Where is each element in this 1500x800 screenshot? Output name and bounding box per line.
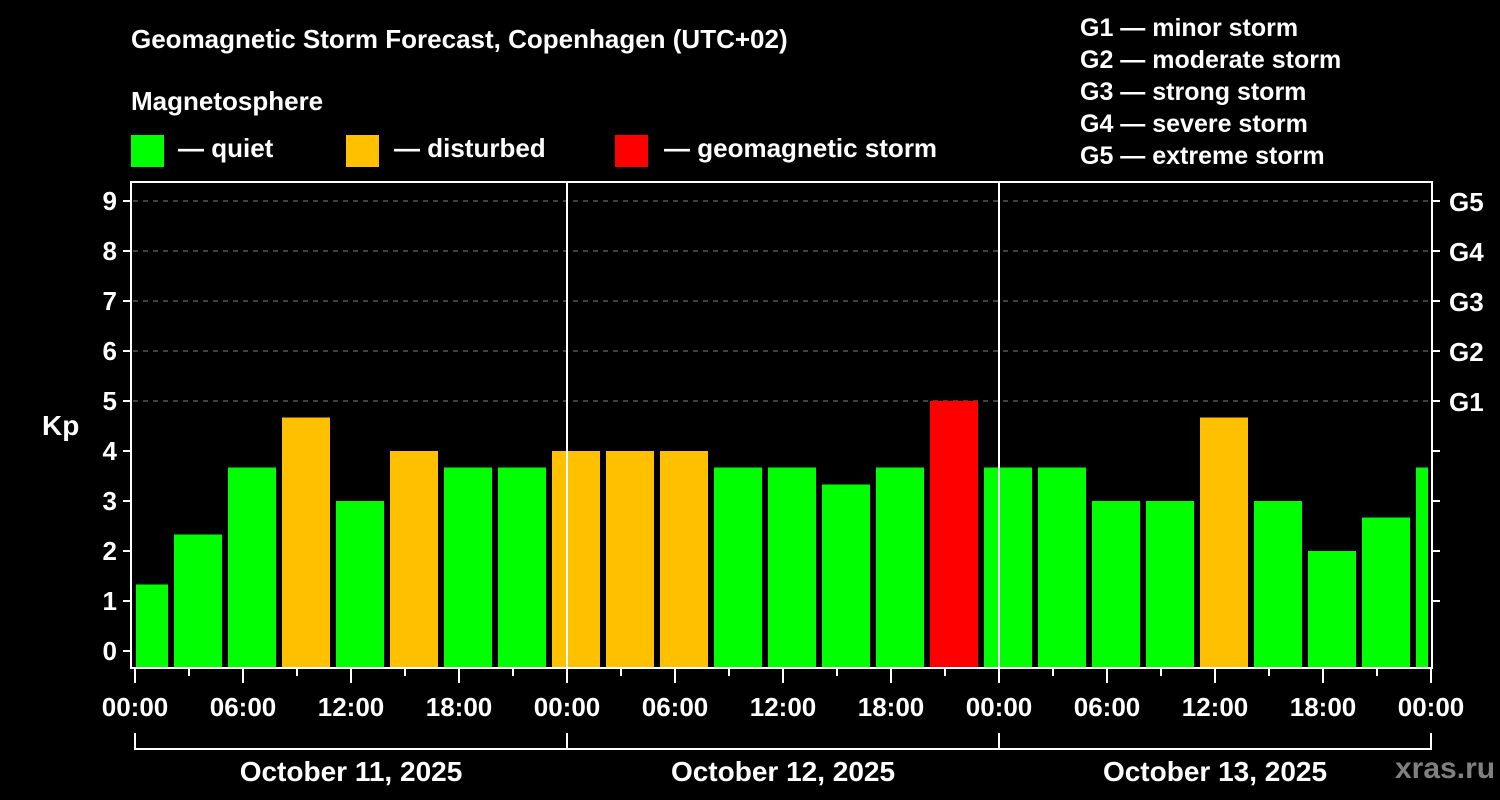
- storm-scale-g1: G1 — minor storm: [1080, 14, 1299, 42]
- x-tick-label: 00:00: [534, 692, 601, 722]
- x-tick-label: 12:00: [750, 692, 817, 722]
- bar-quiet: [444, 467, 492, 667]
- date-bracket: [998, 733, 1432, 750]
- bar-quiet: [1038, 467, 1086, 667]
- legend-swatch-disturbed: [346, 135, 379, 167]
- bar-quiet: [1362, 517, 1410, 667]
- y-tick-label: 2: [103, 536, 117, 566]
- y-tick-label: 3: [103, 486, 117, 516]
- y-tick-label: 9: [103, 186, 117, 216]
- date-label: October 13, 2025: [1103, 756, 1327, 787]
- x-tick-label: 18:00: [858, 692, 925, 722]
- bar-quiet: [768, 467, 816, 667]
- x-tick-label: 00:00: [102, 692, 169, 722]
- date-bracket: [134, 733, 568, 750]
- x-tick-label: 06:00: [1074, 692, 1141, 722]
- x-tick-label: 12:00: [1182, 692, 1249, 722]
- bar-disturbed: [606, 451, 654, 667]
- bar-quiet: [984, 467, 1032, 667]
- bar-quiet: [822, 484, 870, 667]
- storm-scale-g4: G4 — severe storm: [1080, 110, 1308, 138]
- g-scale-label: G4: [1449, 237, 1484, 267]
- bar-quiet: [1308, 551, 1356, 667]
- y-tick-label: 8: [103, 236, 117, 266]
- g-scale-label: G1: [1449, 387, 1484, 417]
- date-label: October 12, 2025: [671, 756, 895, 787]
- bar-storm: [930, 401, 978, 667]
- bar-quiet: [876, 467, 924, 667]
- bar-quiet: [714, 467, 762, 667]
- x-tick-label: 12:00: [318, 692, 385, 722]
- x-tick-label: 06:00: [210, 692, 277, 722]
- bar-disturbed: [390, 451, 438, 667]
- y-tick-label: 7: [103, 286, 117, 316]
- bar-quiet: [174, 534, 222, 667]
- g-scale-label: G3: [1449, 287, 1484, 317]
- g-scale-label: G5: [1449, 187, 1484, 217]
- bar-quiet: [1416, 467, 1428, 667]
- y-tick-label: 0: [103, 636, 117, 666]
- chart-title: Geomagnetic Storm Forecast, Copenhagen (…: [131, 24, 788, 54]
- bar-quiet: [136, 584, 168, 667]
- plot-frame: [130, 181, 1433, 669]
- x-tick-label: 18:00: [426, 692, 493, 722]
- storm-scale-g3: G3 — strong storm: [1080, 78, 1307, 106]
- x-tick-label: 18:00: [1290, 692, 1357, 722]
- legend-swatch-quiet: [131, 135, 164, 167]
- date-bracket: [566, 733, 1000, 750]
- legend-label-disturbed: — disturbed: [394, 133, 546, 163]
- g-scale-label: G2: [1449, 337, 1484, 367]
- legend-swatch-storm: [615, 135, 648, 167]
- bar-quiet: [228, 467, 276, 667]
- storm-scale-g2: G2 — moderate storm: [1080, 46, 1342, 74]
- bar-disturbed: [552, 451, 600, 667]
- bar-quiet: [498, 467, 546, 667]
- y-tick-label: 1: [103, 586, 117, 616]
- x-tick-label: 00:00: [1398, 692, 1465, 722]
- watermark: xras.ru: [1395, 752, 1496, 785]
- bar-quiet: [1254, 501, 1302, 667]
- legend-label-quiet: — quiet: [178, 133, 274, 163]
- bar-quiet: [1146, 501, 1194, 667]
- bar-disturbed: [1200, 417, 1248, 667]
- bar-disturbed: [660, 451, 708, 667]
- y-tick-label: 5: [103, 386, 117, 416]
- x-tick-label: 00:00: [966, 692, 1033, 722]
- y-axis-label: Kp: [42, 410, 80, 441]
- x-tick-label: 06:00: [642, 692, 709, 722]
- magnetosphere-label: Magnetosphere: [131, 86, 324, 116]
- legend-label-storm: — geomagnetic storm: [664, 133, 938, 163]
- storm-scale-g5: G5 — extreme storm: [1080, 142, 1325, 170]
- bar-quiet: [336, 501, 384, 667]
- y-tick-label: 4: [103, 436, 118, 466]
- bar-disturbed: [282, 417, 330, 667]
- date-label: October 11, 2025: [240, 756, 463, 787]
- bar-quiet: [1092, 501, 1140, 667]
- y-tick-label: 6: [103, 336, 117, 366]
